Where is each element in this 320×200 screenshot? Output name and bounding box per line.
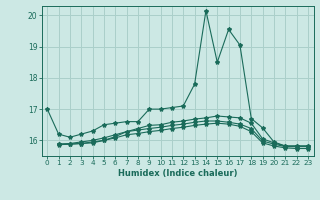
- X-axis label: Humidex (Indice chaleur): Humidex (Indice chaleur): [118, 169, 237, 178]
